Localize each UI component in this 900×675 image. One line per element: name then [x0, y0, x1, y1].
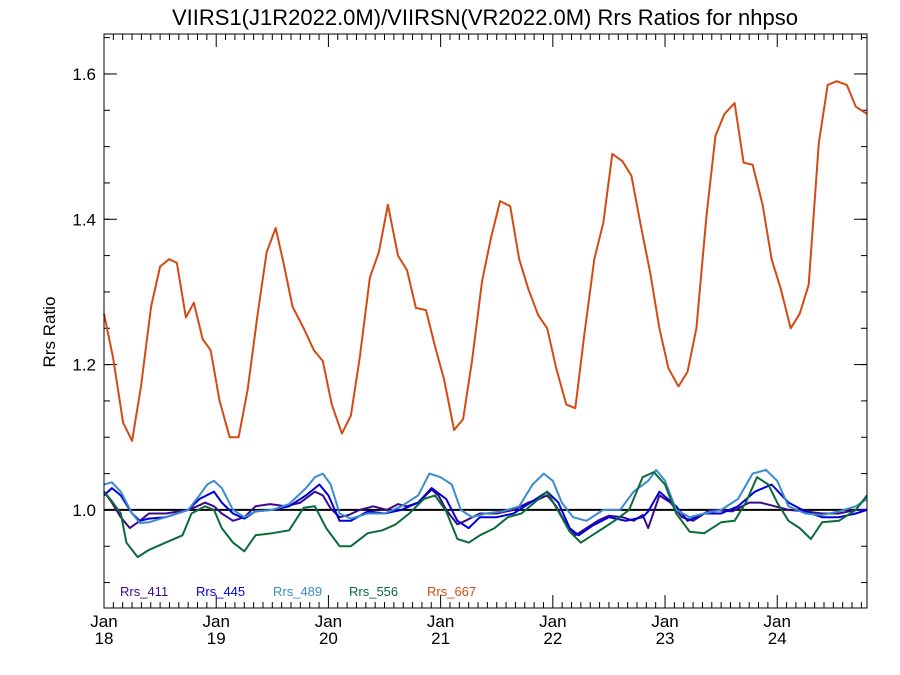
series-line-rrs-489 [103, 468, 868, 524]
y-axis-label: Rrs Ratio [40, 297, 59, 368]
x-tick-label-year: 18 [95, 629, 114, 648]
x-tick-label-month: Jan [764, 612, 791, 631]
y-tick-label: 1.0 [72, 501, 96, 520]
series-line-rrs-556 [103, 471, 868, 559]
x-tick-label-month: Jan [539, 612, 566, 631]
x-tick-label-month: Jan [90, 612, 117, 631]
x-tick-label-year: 19 [207, 629, 226, 648]
x-tick-label-month: Jan [202, 612, 229, 631]
series-line-rrs-667 [103, 80, 868, 442]
x-tick-label-month: Jan [315, 612, 342, 631]
x-tick-label-year: 21 [431, 629, 450, 648]
series-line-rrs-411 [103, 488, 867, 537]
y-tick-label: 1.6 [72, 65, 96, 84]
x-tick-label-month: Jan [651, 612, 678, 631]
legend: Rrs_411 Rrs_445 Rrs_489 Rrs_556 Rrs_667 [120, 584, 476, 599]
legend-item-rrs-411: Rrs_411 [120, 584, 168, 599]
x-tick-label-year: 20 [319, 629, 338, 648]
x-tick-label-month: Jan [427, 612, 454, 631]
legend-item-rrs-489: Rrs_489 [273, 584, 322, 599]
plot-frame [103, 33, 868, 609]
chart-title: VIIRS1(J1R2022.0M)/VIIRSN(VR2022.0M) Rrs… [172, 5, 798, 30]
y-tick-label: 1.2 [72, 356, 96, 375]
x-tick-label-year: 22 [543, 629, 562, 648]
legend-item-rrs-556: Rrs_556 [349, 584, 398, 599]
plot-area: 1.01.21.41.6Jan18Jan19Jan20Jan21Jan22Jan… [72, 34, 868, 648]
legend-item-rrs-667: Rrs_667 [427, 584, 476, 599]
y-tick-label: 1.4 [72, 210, 96, 229]
x-tick-label-year: 24 [768, 629, 787, 648]
legend-item-rrs-445: Rrs_445 [196, 584, 245, 599]
x-tick-label-year: 23 [656, 629, 675, 648]
series-line-rrs-445 [103, 483, 868, 537]
